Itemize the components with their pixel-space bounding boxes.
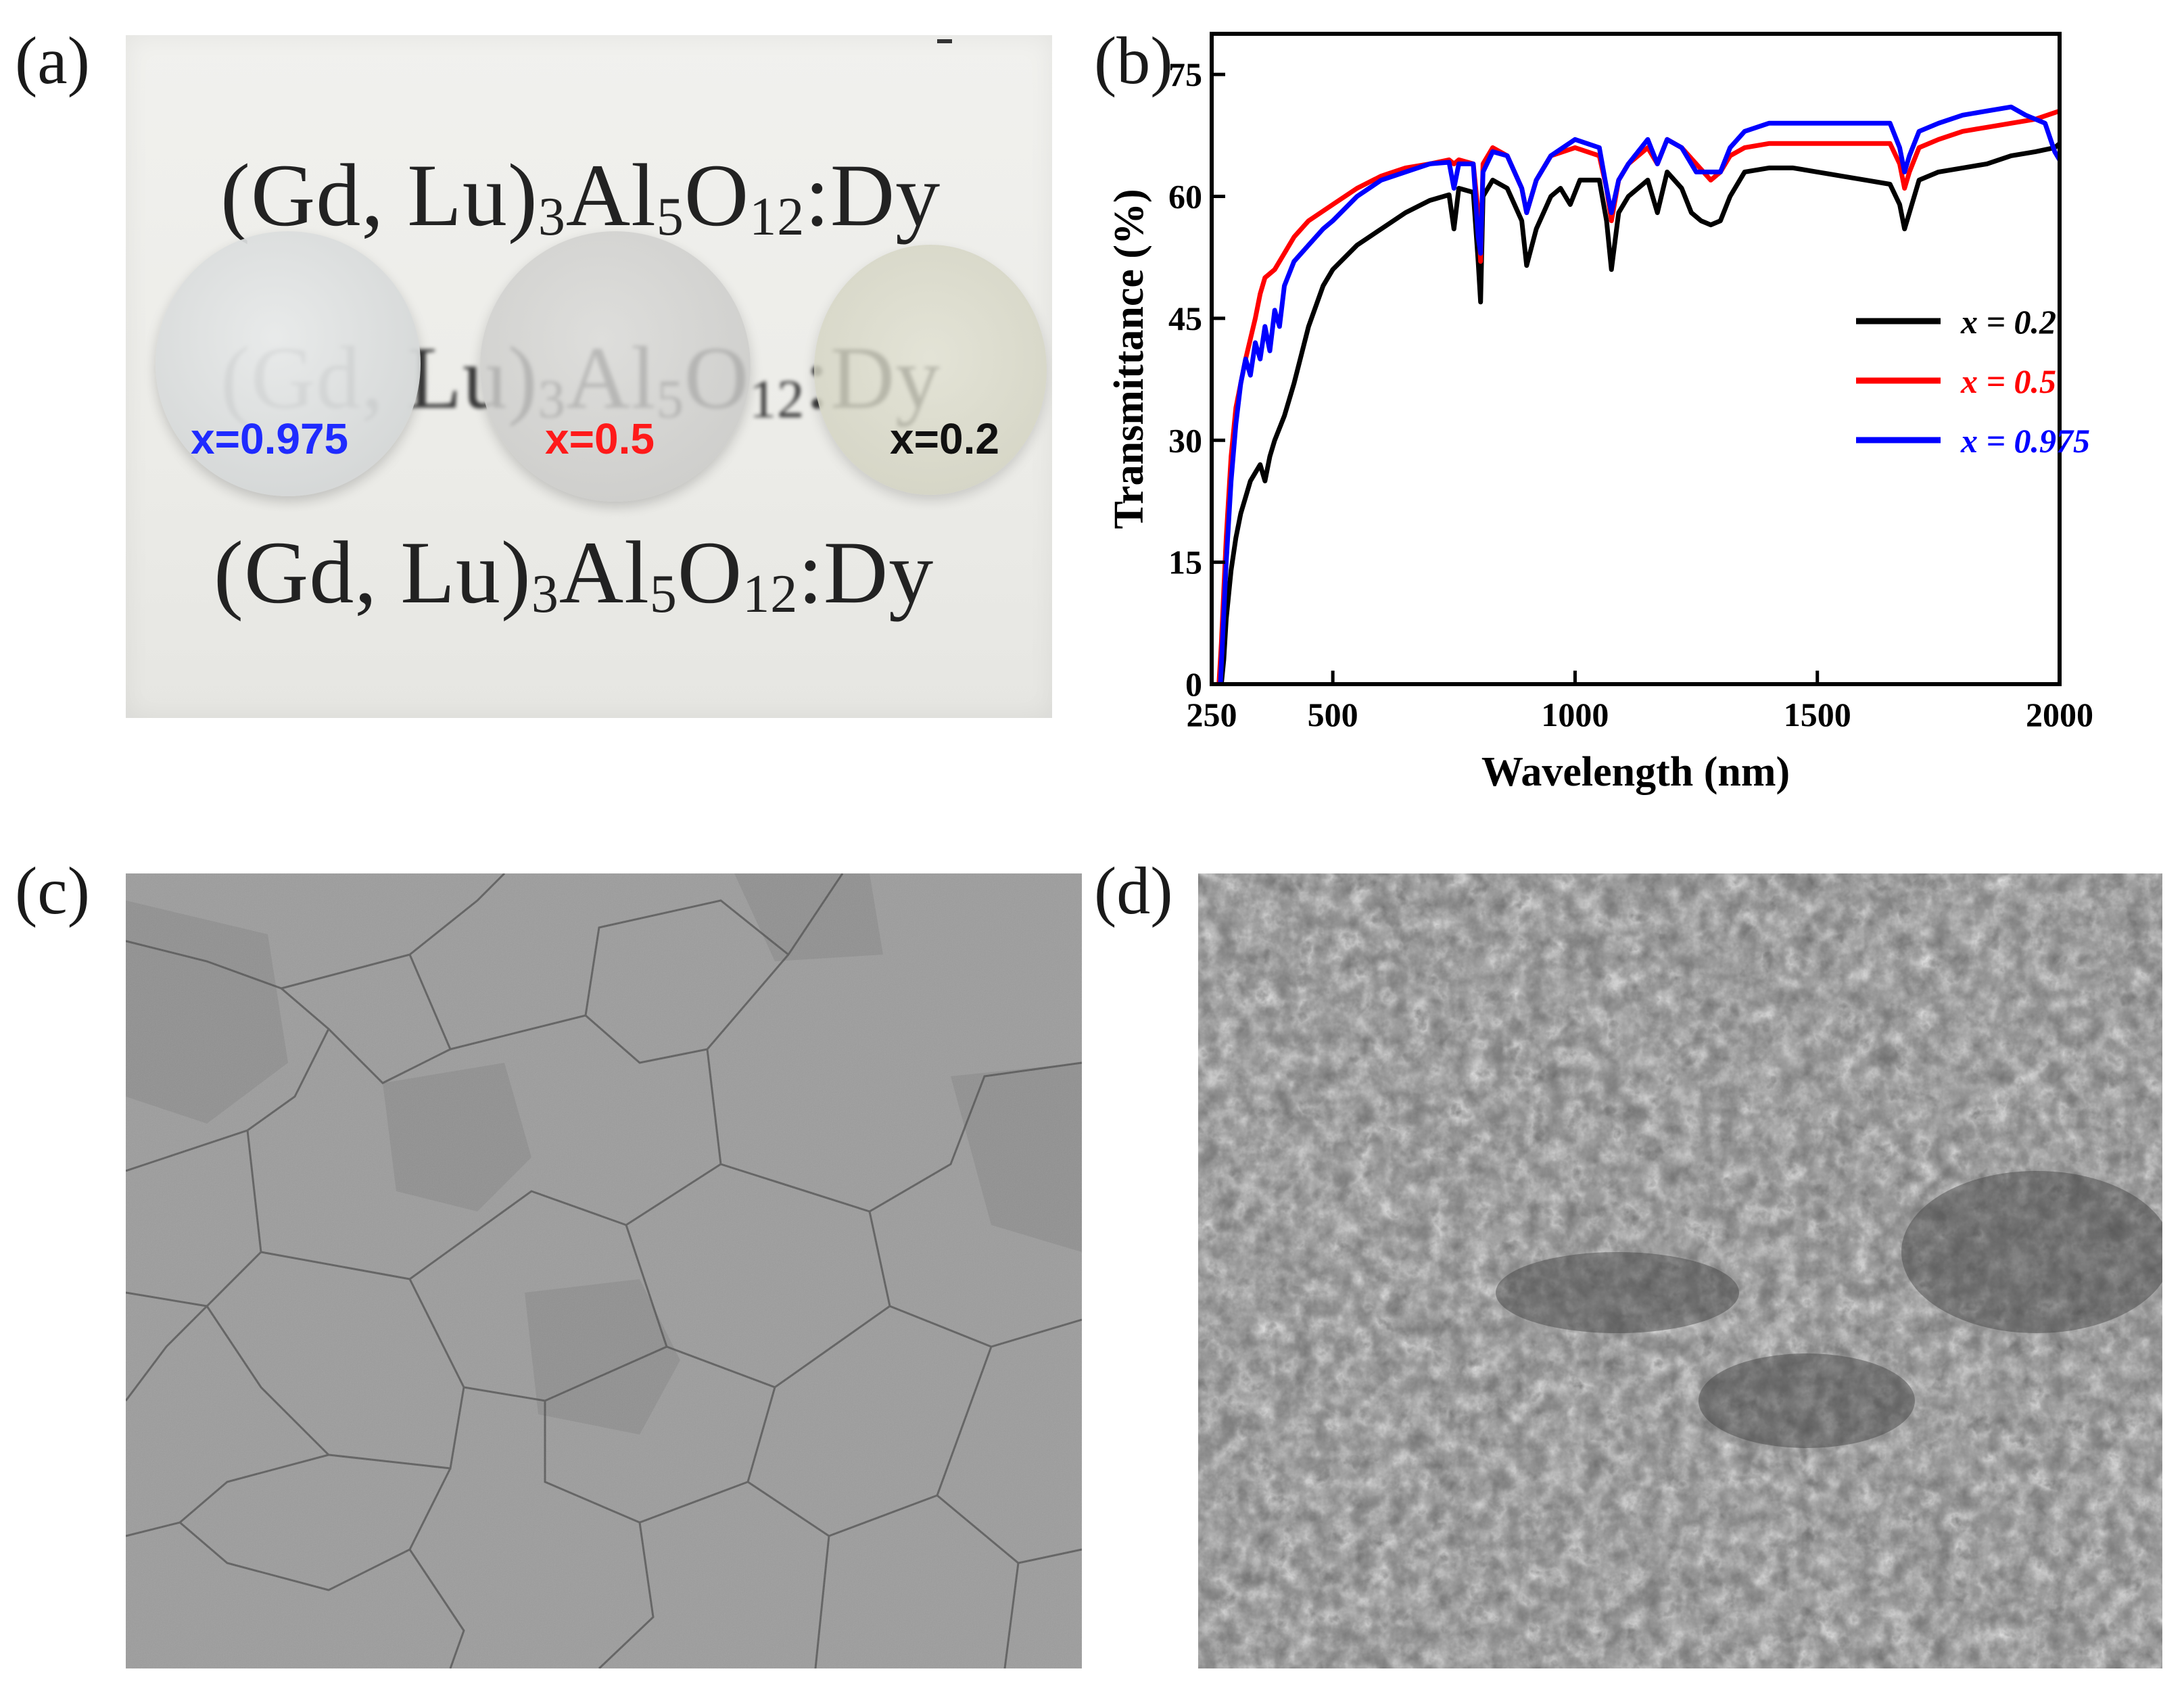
sample-photo: (Gd, Lu)3Al5O12:Dy (Gd, Lu)3Al5O12:Dy (G… — [126, 35, 1052, 718]
x-axis-label: Wavelength (nm) — [1481, 749, 1790, 795]
x-tick-label: 500 — [1308, 696, 1358, 734]
legend-label-1: x = 0.5 — [1960, 362, 2056, 400]
panel-label-d: (d) — [1094, 853, 1173, 928]
sample-label-x02: x=0.2 — [890, 414, 999, 463]
micrograph-c — [126, 873, 1082, 1668]
panel-label-a: (a) — [15, 23, 90, 98]
plot-area — [1216, 104, 2062, 685]
y-tick-label: 15 — [1168, 544, 1202, 581]
printed-formula-bottom: (Gd, Lu)3Al5O12:Dy — [214, 523, 934, 624]
x-tick-label: 1000 — [1541, 696, 1609, 734]
chart-svg: 250 500 1000 1500 2000 0 15 30 45 60 75 Wavelength… — [1106, 32, 2093, 795]
speck-mark — [937, 39, 952, 43]
legend: x = 0.2 x = 0.5 x = 0.975 — [1856, 303, 2090, 460]
legend-label-0: x = 0.2 — [1960, 303, 2056, 341]
x-tick-label: 250 — [1187, 696, 1237, 734]
series-line-2 — [1218, 104, 2062, 685]
series-line-0 — [1218, 141, 2062, 685]
sample-label-x05: x=0.5 — [545, 414, 655, 463]
sample-label-x0975: x=0.975 — [191, 414, 349, 463]
series-line-1 — [1216, 108, 2061, 685]
y-tick-label: 0 — [1185, 665, 1202, 703]
x-tick-label: 1500 — [1784, 696, 1851, 734]
transmittance-chart: 250 500 1000 1500 2000 0 15 30 45 60 75 Wavelength… — [1095, 20, 2184, 832]
sample-disc-x0975 — [156, 231, 421, 496]
panel-label-b: (b) — [1094, 23, 1173, 98]
y-tick-label: 60 — [1168, 178, 1202, 216]
sample-disc-x05 — [480, 231, 751, 502]
grain-boundary-image — [126, 873, 1082, 1668]
y-tick-label: 75 — [1168, 55, 1202, 93]
plot-frame — [1210, 32, 2062, 686]
y-axis-label: Transmittance (%) — [1106, 189, 1152, 529]
y-tick-label: 30 — [1168, 421, 1202, 459]
sample-disc-x02 — [814, 245, 1047, 495]
printed-formula-top: (Gd, Lu)3Al5O12:Dy — [220, 145, 941, 247]
fracture-surface-image — [1198, 873, 2162, 1668]
y-tick-label: 45 — [1168, 299, 1202, 337]
micrograph-d — [1198, 873, 2162, 1668]
x-tick-label: 2000 — [2026, 696, 2093, 734]
axis-ticks: 250 500 1000 1500 2000 0 15 30 45 60 75 — [1168, 55, 2093, 734]
legend-label-2: x = 0.975 — [1960, 422, 2090, 460]
panel-label-c: (c) — [15, 853, 90, 928]
